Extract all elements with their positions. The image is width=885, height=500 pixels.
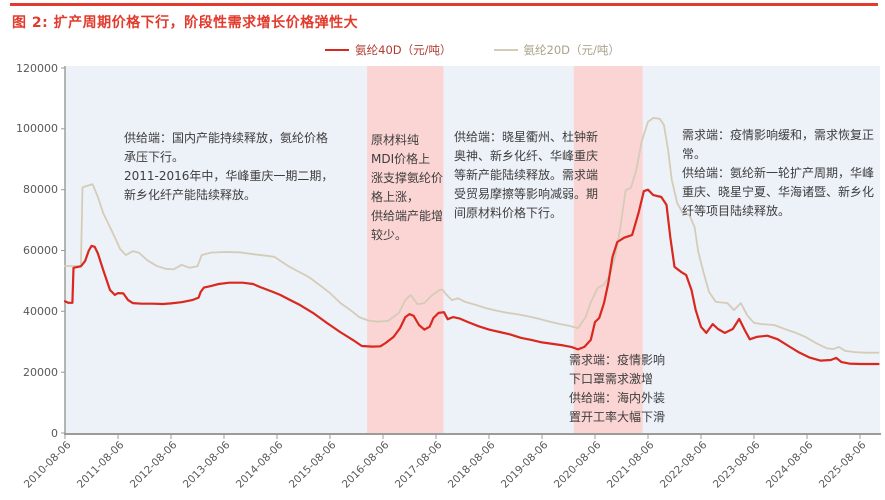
annotation-line: 供给端：海内外装: [569, 391, 666, 405]
annotation-line: 置开工率大幅下滑: [569, 410, 666, 424]
annotation-supply-expansion-2016-2018: 供给端：晓星衢州、杜钟新 奥神、新乡化纤、华峰重庆 等新产能陆续释放。需求端 受…: [454, 128, 616, 223]
x-tick-label: 2010-08-06: [21, 439, 74, 491]
annotation-line: 常。: [682, 147, 707, 161]
annotation-supply-2011-2016: 供给端：国内产能持续释放，氨纶价格 承压下行。 2011-2016年中，华峰重庆…: [124, 129, 364, 205]
y-tick-label: 80000: [23, 183, 58, 197]
annotation-line: 新乡化纤产能陆续释放。: [124, 188, 257, 202]
annotation-line: 奥神、新乡化纤、华峰重庆: [454, 149, 599, 163]
annotation-line: 原材料纯: [371, 133, 420, 147]
annotation-line: 等新产能陆续释放。需求端: [454, 168, 599, 182]
y-tick-label: 120000: [16, 61, 58, 75]
x-tick-label: 2024-08-06: [763, 439, 816, 491]
annotation-mdi-cost-push: 原材料纯 MDI价格上 涨支撑氨纶价 格上涨， 供给端产能增 较少。: [371, 131, 455, 245]
x-tick-label: 2020-08-06: [551, 439, 604, 491]
plot-background: [65, 66, 880, 433]
x-tick-label: 2022-08-06: [657, 439, 710, 491]
legend-label-40d: 氨纶40D（元/吨）: [355, 43, 452, 57]
x-tick-label: 2017-08-06: [392, 439, 445, 491]
annotation-line: 需求端：疫情影响: [569, 353, 666, 367]
annotation-line: 格上涨，: [371, 190, 420, 204]
annotation-line: 供给端：晓星衢州、杜钟新: [454, 130, 599, 144]
x-tick-label: 2025-08-06: [816, 439, 869, 491]
annotation-line: 供给端：国内产能持续释放，氨纶价格: [124, 131, 329, 145]
annotation-line: 需求端：疫情影响缓和，需求恢复正: [682, 128, 875, 142]
x-tick-label: 2011-08-06: [74, 439, 127, 491]
top-accent-rule: [10, 3, 878, 6]
legend-swatch-20d: [493, 49, 518, 51]
annotation-line: 下口罩需求激增: [569, 372, 654, 386]
x-tick-label: 2014-08-06: [233, 439, 286, 491]
x-tick-label: 2018-08-06: [445, 439, 498, 491]
legend-label-20d: 氨纶20D（元/吨）: [523, 43, 620, 57]
annotation-covid-mask-demand: 需求端：疫情影响 下口罩需求激增 供给端：海内外装 置开工率大幅下滑: [569, 351, 685, 427]
chart-legend: 氨纶40D（元/吨） 氨纶20D（元/吨）: [65, 42, 880, 58]
annotation-line: 间原材料价格下行。: [454, 206, 563, 220]
legend-item-40d: 氨纶40D（元/吨）: [325, 42, 452, 58]
x-tick-label: 2016-08-06: [339, 439, 392, 491]
y-tick-label: 60000: [23, 244, 58, 257]
y-tick-label: 0: [51, 426, 58, 440]
annotation-line: 供给端：氨纶新一轮扩产周期，华峰: [682, 166, 875, 180]
x-tick-label: 2015-08-06: [286, 439, 339, 491]
x-tick-label: 2023-08-06: [710, 439, 763, 491]
x-tick-label: 2013-08-06: [180, 439, 233, 491]
y-tick-label: 20000: [23, 365, 58, 379]
x-tick-label: 2021-08-06: [604, 439, 657, 491]
annotation-line: 较少。: [371, 228, 408, 242]
annotation-line: 重庆、晓星宁夏、华海诸暨、新乡化: [682, 185, 875, 199]
legend-item-20d: 氨纶20D（元/吨）: [493, 42, 620, 58]
annotation-line: MDI价格上: [371, 152, 431, 166]
annotation-line: 受贸易摩擦等影响减弱。期: [454, 187, 599, 201]
y-tick-label: 100000: [16, 122, 58, 136]
annotation-line: 涨支撑氨纶价: [371, 171, 444, 185]
figure-title: 图 2: 扩产周期价格下行，阶段性需求增长价格弹性大: [12, 15, 359, 31]
annotation-post-covid-recovery: 需求端：疫情影响缓和，需求恢复正 常。 供给端：氨纶新一轮扩产周期，华峰 重庆、…: [682, 126, 884, 221]
y-tick-label: 40000: [23, 304, 58, 318]
annotation-line: 承压下行。: [124, 150, 185, 164]
x-tick-label: 2012-08-06: [127, 439, 180, 491]
annotation-line: 供给端产能增: [371, 209, 444, 223]
x-tick-label: 2019-08-06: [498, 439, 551, 491]
legend-swatch-40d: [325, 49, 350, 51]
annotation-line: 纤等项目陆续释放。: [682, 204, 791, 218]
annotation-line: 2011-2016年中，华峰重庆一期二期，: [124, 169, 334, 183]
